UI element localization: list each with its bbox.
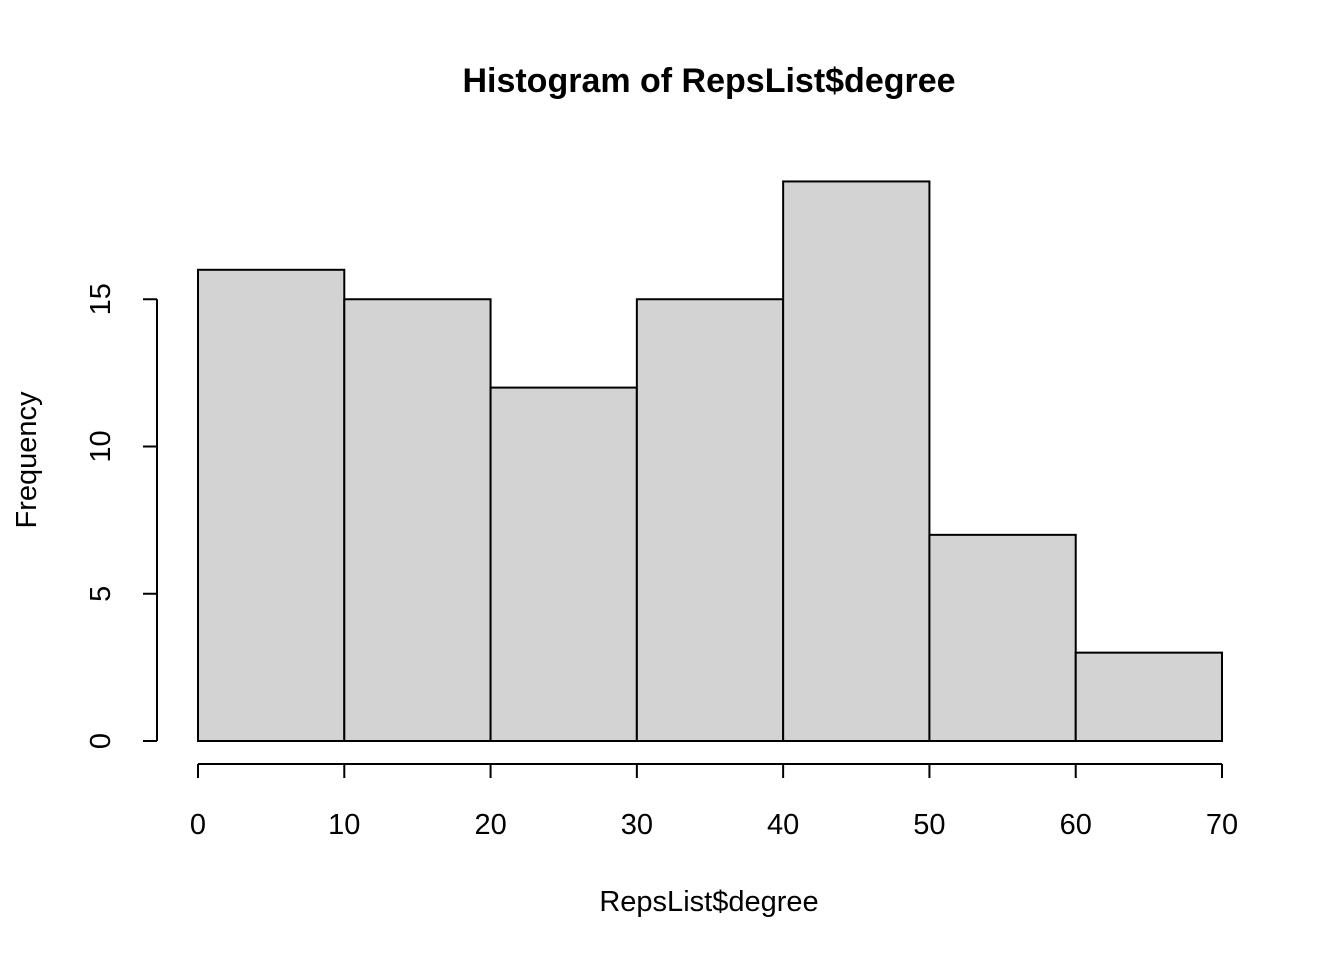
x-tick-label-6: 60: [1060, 809, 1092, 841]
y-tick-label-0: 0: [85, 733, 117, 749]
x-axis: 0 10 20 30 40 50 60 70: [190, 763, 1238, 841]
y-axis: 0 5 10 15: [85, 283, 158, 749]
histogram-bar-1: [343, 298, 492, 742]
histogram-bar-2: [489, 386, 638, 742]
histogram-bar-6: [1074, 651, 1223, 743]
chart-title: Histogram of RepsList$degree: [462, 62, 955, 100]
x-tick-label-5: 50: [913, 809, 945, 841]
y-tick-label-3: 15: [85, 283, 117, 315]
y-tick-label-2: 10: [85, 430, 117, 462]
x-tick-label-1: 10: [328, 809, 360, 841]
x-axis-label: RepsList$degree: [599, 886, 818, 918]
y-tick-label-1: 5: [85, 586, 117, 602]
x-tick-label-3: 30: [621, 809, 653, 841]
x-tick-label-0: 0: [190, 809, 206, 841]
histogram-bar-5: [928, 533, 1077, 742]
bars-group: [197, 180, 1223, 743]
x-tick-label-2: 20: [474, 809, 506, 841]
y-axis-label: Frequency: [11, 391, 43, 529]
histogram-bar-4: [782, 180, 931, 742]
x-tick-label-4: 40: [767, 809, 799, 841]
x-tick-label-7: 70: [1206, 809, 1238, 841]
histogram-bar-3: [635, 298, 785, 742]
histogram-bar-0: [197, 268, 346, 742]
